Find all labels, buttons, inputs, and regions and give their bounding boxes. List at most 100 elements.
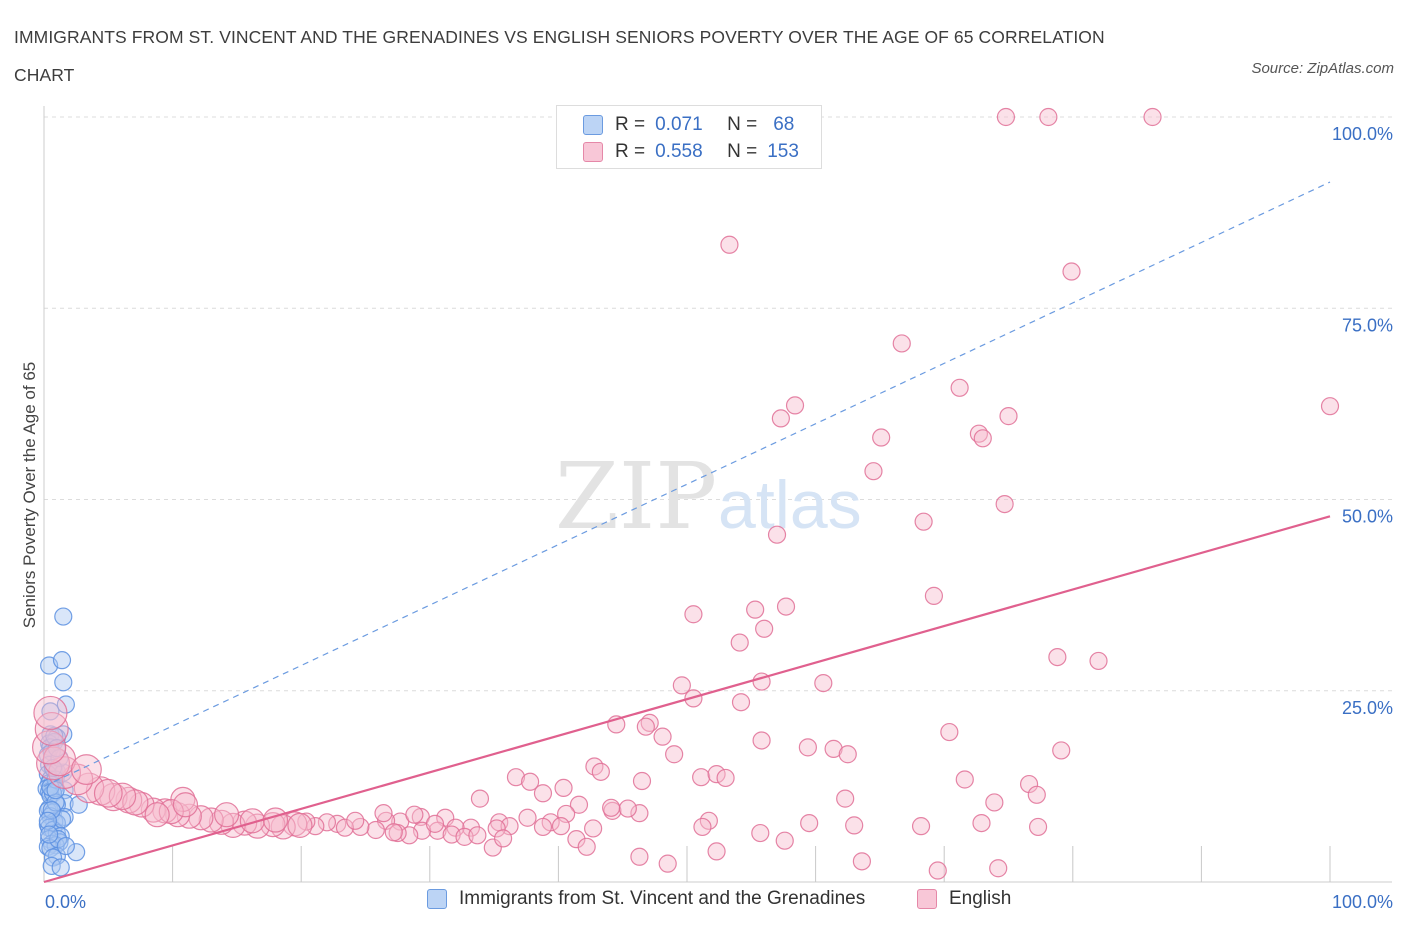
- immigrants-point: [51, 858, 70, 877]
- immigrants-point: [46, 781, 65, 800]
- english-point: [838, 745, 857, 764]
- english-point: [785, 396, 805, 415]
- english-point: [239, 808, 265, 834]
- english-point: [999, 407, 1018, 426]
- immigrants-point: [67, 843, 86, 862]
- english-point: [924, 586, 944, 605]
- english-point: [653, 727, 672, 746]
- english-point: [533, 784, 553, 803]
- english-point: [752, 731, 771, 750]
- series-immigrants: [37, 607, 88, 877]
- immigrants-point: [52, 651, 72, 670]
- series-english: [31, 107, 1340, 880]
- english-point: [955, 770, 974, 789]
- english-point: [335, 818, 355, 837]
- legend-item-english: English: [917, 888, 1011, 910]
- english-point: [751, 823, 770, 843]
- english-point: [366, 820, 385, 840]
- stats-legend: R = 0.071 N = 68 R = 0.558 N = 153: [556, 105, 822, 169]
- y-tick-label-75: 75.0%: [1342, 315, 1393, 335]
- english-point: [824, 739, 843, 758]
- immigrants-point: [41, 702, 60, 721]
- english-point: [852, 852, 871, 871]
- watermark-atlas: atlas: [718, 467, 862, 543]
- english-point: [1028, 817, 1048, 837]
- english-point: [911, 817, 931, 836]
- english-point: [1048, 647, 1067, 667]
- english-point: [506, 768, 526, 787]
- legend-item-immigrants: Immigrants from St. Vincent and the Gren…: [427, 888, 865, 910]
- english-point: [533, 817, 553, 837]
- english-point: [584, 819, 603, 838]
- stats-row-immigrants: R = 0.071 N = 68: [583, 112, 794, 138]
- r-value: 0.558: [655, 141, 703, 162]
- english-point: [746, 600, 765, 619]
- english-point: [1320, 397, 1340, 416]
- y-tick-label-50: 50.0%: [1342, 507, 1393, 527]
- english-point: [630, 804, 649, 823]
- immigrants-point: [40, 825, 59, 844]
- r-label: R =: [615, 114, 646, 135]
- grid-lines: [44, 116, 1392, 692]
- english-point: [836, 789, 855, 808]
- english-point: [214, 802, 240, 828]
- english-point: [1143, 107, 1162, 127]
- r-value: 0.071: [655, 114, 703, 135]
- english-point: [928, 861, 947, 880]
- english-point: [692, 768, 711, 787]
- immigrants-point: [42, 856, 61, 876]
- immigrants-point: [52, 810, 72, 829]
- immigrants-point: [54, 607, 73, 626]
- english-point: [730, 633, 749, 652]
- english-point: [384, 823, 403, 842]
- english-point: [872, 428, 891, 447]
- stats-row-english: R = 0.558 N = 153: [583, 139, 799, 165]
- english-point: [814, 673, 833, 693]
- english-point: [892, 334, 911, 353]
- trend-line-english: [43, 515, 1331, 884]
- swatch-immigrants: [583, 115, 603, 135]
- english-point: [1089, 651, 1108, 671]
- english-point: [208, 809, 235, 835]
- legend-swatch-immigrants: [427, 889, 447, 909]
- english-point: [71, 754, 102, 785]
- immigrants-point: [56, 836, 75, 856]
- english-point: [405, 805, 424, 824]
- english-point: [262, 807, 289, 833]
- english-point: [798, 738, 817, 757]
- r-label: R =: [615, 141, 646, 162]
- immigrants-point: [42, 800, 61, 820]
- english-point: [198, 807, 224, 833]
- english-point: [864, 462, 883, 481]
- english-point: [554, 778, 573, 798]
- y-axis-label: Seniors Poverty Over the Age of 65: [20, 362, 39, 628]
- n-value: 68: [773, 114, 795, 135]
- english-point: [950, 378, 969, 397]
- english-point: [973, 429, 992, 448]
- english-point: [144, 802, 170, 828]
- immigrants-point: [69, 795, 88, 814]
- english-point: [989, 859, 1008, 878]
- english-point: [693, 817, 712, 837]
- english-point: [995, 494, 1014, 514]
- english-point: [716, 768, 735, 788]
- english-point: [603, 801, 622, 820]
- english-point: [122, 789, 149, 816]
- english-point: [636, 717, 655, 736]
- data-points: [31, 107, 1340, 880]
- english-point: [1039, 107, 1058, 127]
- english-point: [108, 782, 137, 811]
- immigrants-point: [38, 811, 57, 830]
- english-point: [972, 813, 991, 833]
- english-point: [940, 722, 959, 742]
- legend-label-english: English: [949, 888, 1012, 909]
- legend-label-immigrants: Immigrants from St. Vincent and the Gren…: [459, 888, 866, 909]
- english-point: [346, 811, 365, 830]
- english-point: [1027, 785, 1046, 804]
- english-point: [400, 826, 419, 845]
- n-label: N =: [727, 114, 758, 135]
- english-point: [93, 778, 123, 808]
- english-point: [569, 795, 589, 814]
- n-label: N =: [727, 141, 758, 162]
